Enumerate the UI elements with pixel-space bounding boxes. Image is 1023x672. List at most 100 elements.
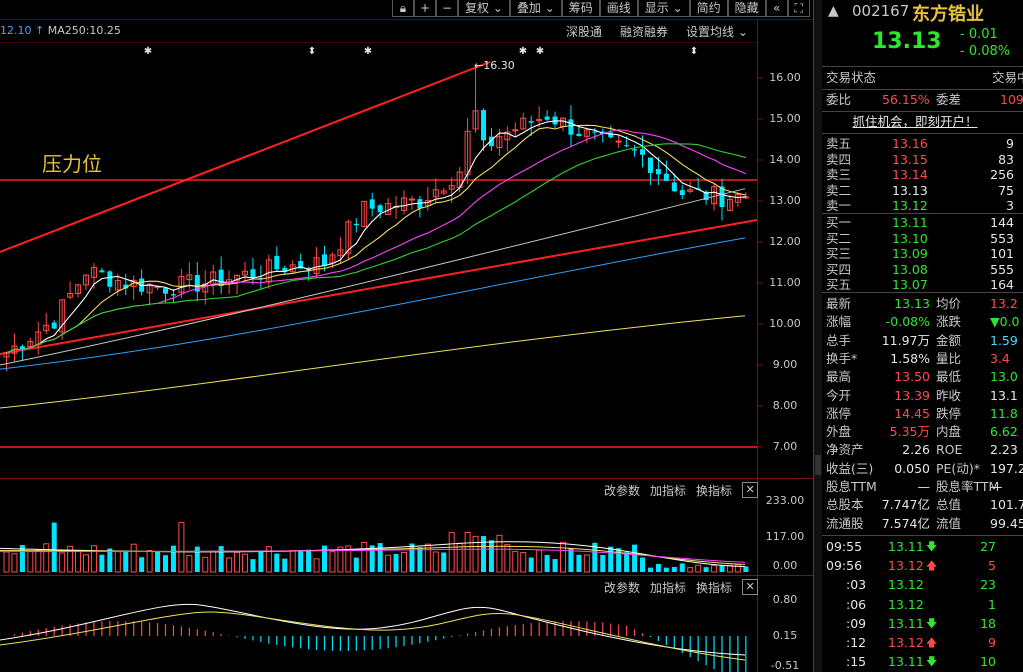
trade-status-label: 交易状态 — [826, 70, 877, 85]
stat-row: 今开 13.39 昨收 13.1 — [826, 387, 1018, 403]
candle-body — [19, 346, 25, 350]
ma250-line — [0, 315, 746, 409]
candle-body — [726, 198, 733, 211]
price-axis-label: 10.00 — [769, 317, 801, 330]
margin-link[interactable]: 融资融券 — [620, 25, 669, 39]
candle-body — [377, 205, 383, 213]
volume-controls: 改参数 加指标 换指标 ✕ — [604, 482, 759, 499]
chevron-left-icon[interactable]: « — [765, 0, 788, 17]
candle-body — [178, 275, 185, 293]
candle-body — [218, 269, 224, 287]
volume-bar — [90, 545, 97, 573]
volume-bar — [186, 555, 193, 573]
bid-row[interactable]: 买五 13.07 164 — [826, 277, 1014, 293]
chips-button[interactable]: 筹码 — [561, 0, 600, 17]
candle-body — [417, 199, 423, 209]
fuquan-button[interactable]: 复权 ⌄ — [458, 0, 510, 17]
volume-bar — [726, 564, 733, 573]
volume-bar — [481, 536, 486, 572]
candle-body — [408, 198, 415, 201]
shenguto-link[interactable]: 深股通 — [566, 25, 603, 39]
ask-row[interactable]: 卖四 13.15 83 — [826, 151, 1014, 167]
display-button[interactable]: 显示 ⌄ — [637, 0, 690, 17]
volume-bar — [274, 553, 280, 572]
candle-body — [329, 254, 336, 264]
ask-row[interactable]: 卖二 13.13 75 — [826, 182, 1014, 198]
volume-bar — [441, 552, 447, 572]
candle-body — [43, 324, 50, 332]
bid-row[interactable]: 买三 13.09 101 — [826, 246, 1014, 262]
volume-bar — [544, 554, 550, 572]
bid-row[interactable]: 买二 13.10 553 — [826, 230, 1014, 246]
vol-add-indicator[interactable]: 加指标 — [650, 484, 687, 498]
overlay-button[interactable]: 叠加 ⌄ — [509, 0, 562, 17]
collapse-icon[interactable]: ▲ — [828, 3, 839, 19]
macd-change-params[interactable]: 改参数 — [604, 581, 641, 595]
tick-row: :12 13.12 🡅 9 — [846, 635, 996, 650]
zoom-out-button[interactable]: − — [436, 0, 458, 17]
zoom-in-button[interactable]: + — [414, 0, 436, 17]
volume-bar — [3, 551, 10, 573]
draw-line-button[interactable]: 画线 — [599, 0, 638, 17]
macd-add-indicator[interactable]: 加指标 — [650, 581, 687, 595]
ma10-line — [6, 124, 746, 354]
bid-row[interactable]: 买四 13.08 555 — [826, 261, 1014, 277]
macd-switch-indicator[interactable]: 换指标 — [696, 581, 733, 595]
tick-row: :15 13.11 🡇 10 — [846, 654, 996, 670]
volume-bar — [719, 565, 725, 572]
candle-body — [671, 182, 677, 192]
candle-body — [481, 110, 486, 141]
set-ma-link[interactable]: 设置均线 ⌄ — [686, 25, 748, 39]
volume-bar — [114, 551, 121, 573]
volume-bar — [210, 550, 217, 573]
candle-body — [27, 341, 34, 347]
volume-bar — [528, 557, 534, 572]
candle-body — [83, 274, 89, 286]
candle-body — [679, 190, 685, 195]
volume-bar — [163, 555, 168, 572]
volume-bar — [306, 549, 312, 572]
volume-bar — [734, 564, 741, 573]
lower-trend-line — [0, 219, 758, 355]
dea-line — [0, 611, 746, 661]
ask-row[interactable]: 卖五 13.16 9 — [826, 136, 1014, 151]
volume-bar — [329, 551, 336, 573]
volume-bar — [27, 550, 34, 573]
volume-bar — [377, 543, 383, 572]
stat-row: 总手 11.97万 金额 1.59 — [826, 332, 1018, 348]
kline-chart[interactable]: ✱ ⬍ ✱ ✱ ✱ ⬍ — [0, 0, 822, 672]
bid-row[interactable]: 买一 13.11 144 — [826, 215, 1014, 230]
volume-bar — [647, 567, 653, 572]
candle-body — [369, 199, 375, 209]
ask-row[interactable]: 卖一 13.12 3 — [826, 198, 1014, 214]
candle-body — [711, 186, 718, 205]
volume-bar — [265, 546, 272, 573]
volume-bar — [51, 522, 57, 572]
lock-icon-button[interactable]: 🔒︎ — [392, 0, 414, 17]
volume-bar — [432, 551, 439, 573]
volume-bar — [743, 566, 749, 572]
vol-switch-indicator[interactable]: 换指标 — [696, 484, 733, 498]
ask-row[interactable]: 卖三 13.14 256 — [826, 167, 1014, 183]
close-icon[interactable]: ✕ — [742, 579, 759, 595]
candle-body — [640, 149, 645, 155]
vol-change-params[interactable]: 改参数 — [604, 484, 641, 498]
hide-button[interactable]: 隐藏 — [727, 0, 766, 17]
volume-bar — [671, 566, 677, 572]
volume-bar — [600, 554, 606, 572]
volume-bar — [282, 558, 288, 572]
volume-bar — [401, 551, 407, 573]
candle-body — [114, 280, 121, 291]
close-icon[interactable]: ✕ — [742, 482, 759, 498]
fullscreen-icon[interactable]: ⛶ — [787, 0, 810, 17]
candle-body — [274, 255, 280, 270]
open-account-link[interactable]: 抓住机会，即刻开户！ — [852, 114, 978, 129]
candle-body — [67, 292, 74, 298]
volume-bar — [345, 545, 352, 573]
simple-button[interactable]: 简约 — [689, 0, 728, 17]
volume-bar — [520, 552, 527, 573]
volume-bar — [250, 559, 256, 572]
volume-bar — [337, 546, 344, 573]
volume-bar — [234, 551, 241, 573]
volume-bar — [146, 550, 153, 573]
